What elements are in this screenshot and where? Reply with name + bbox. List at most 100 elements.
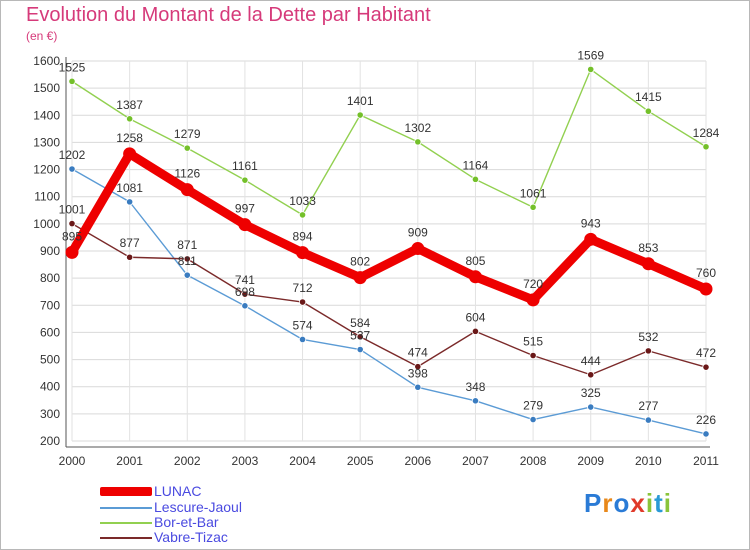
x-tick-label: 2006 [404, 454, 431, 468]
x-tick-label: 2008 [520, 454, 547, 468]
data-point-bor-et-bar [241, 176, 249, 184]
logo-letter: r [602, 488, 614, 518]
y-tick-label: 700 [40, 298, 60, 312]
data-point-lunac [123, 147, 137, 161]
legend-swatch-vabre-tizac [100, 537, 152, 539]
data-label-lescure-jaoul: 1202 [59, 148, 86, 162]
x-tick-label: 2002 [174, 454, 201, 468]
x-tick-label: 2010 [635, 454, 662, 468]
data-label-vabre-tizac: 871 [177, 238, 197, 252]
data-point-lunac [584, 232, 598, 246]
data-label-bor-et-bar: 1279 [174, 127, 201, 141]
data-point-vabre-tizac [414, 363, 422, 371]
x-tick-label: 2007 [462, 454, 489, 468]
data-point-lescure-jaoul [414, 383, 422, 391]
data-label-lescure-jaoul: 811 [178, 254, 197, 268]
data-point-bor-et-bar [529, 203, 537, 211]
data-label-bor-et-bar: 1033 [289, 194, 316, 208]
data-label-vabre-tizac: 1001 [59, 203, 86, 217]
x-tick-label: 2009 [577, 454, 604, 468]
data-point-bor-et-bar [356, 111, 364, 119]
y-tick-label: 1200 [33, 163, 60, 177]
data-point-vabre-tizac [702, 363, 710, 371]
x-tick-label: 2011 [693, 454, 719, 468]
data-label-lescure-jaoul: 279 [523, 399, 543, 413]
data-point-lunac [353, 271, 367, 285]
logo-letter: x [630, 488, 646, 518]
data-point-lescure-jaoul [298, 335, 307, 344]
data-label-vabre-tizac: 604 [465, 310, 485, 324]
data-label-lunac: 943 [581, 216, 601, 230]
x-tick-label: 2003 [232, 454, 259, 468]
data-label-vabre-tizac: 444 [581, 354, 601, 368]
y-tick-label: 1300 [33, 135, 60, 149]
data-label-lescure-jaoul: 277 [638, 399, 658, 413]
x-tick-label: 2000 [59, 454, 86, 468]
data-point-vabre-tizac [183, 255, 191, 263]
data-label-bor-et-bar: 1302 [404, 121, 431, 135]
logo-letter: o [613, 488, 631, 518]
data-label-lescure-jaoul: 398 [408, 366, 428, 380]
data-label-vabre-tizac: 877 [120, 236, 140, 250]
legend-label-vabre-tizac: Vabre-Tizac [154, 529, 228, 545]
data-point-vabre-tizac [126, 253, 134, 261]
legend-label-lunac: LUNAC [154, 483, 202, 499]
data-point-lunac [296, 246, 310, 260]
data-label-bor-et-bar: 1061 [520, 186, 547, 200]
data-point-bor-et-bar [183, 144, 191, 152]
data-label-lunac: 895 [62, 229, 82, 243]
data-label-vabre-tizac: 474 [408, 346, 428, 360]
data-point-lescure-jaoul [68, 165, 76, 173]
legend-label-lescure-jaoul: Lescure-Jaoul [154, 499, 242, 515]
data-label-lescure-jaoul: 698 [235, 285, 255, 299]
data-label-vabre-tizac: 515 [523, 335, 543, 349]
data-point-bor-et-bar [644, 107, 652, 115]
y-tick-label: 300 [40, 407, 60, 421]
data-point-vabre-tizac [68, 219, 76, 228]
data-point-lescure-jaoul [183, 271, 191, 279]
data-label-lunac: 997 [235, 202, 255, 216]
data-point-lescure-jaoul [471, 397, 480, 405]
y-tick-label: 600 [40, 325, 60, 339]
data-label-lunac: 720 [523, 277, 543, 291]
logo-letter: t [654, 488, 664, 518]
data-point-bor-et-bar [414, 138, 422, 146]
y-tick-label: 400 [40, 380, 60, 394]
legend-item-bor-et-bar: Bor-et-Bar [100, 514, 300, 530]
data-point-vabre-tizac [587, 371, 595, 379]
data-point-vabre-tizac [471, 327, 480, 335]
data-point-bor-et-bar [702, 143, 710, 151]
legend-item-lunac: LUNAC [100, 483, 300, 499]
y-tick-label: 1000 [33, 217, 60, 231]
y-tick-label: 1500 [33, 81, 60, 95]
data-label-bor-et-bar: 1401 [347, 94, 374, 108]
x-tick-label: 2001 [116, 454, 143, 468]
logo-letter: i [663, 488, 672, 518]
data-label-bor-et-bar: 1164 [463, 158, 489, 172]
data-point-lescure-jaoul [702, 430, 710, 438]
legend-swatch-lescure-jaoul [100, 507, 152, 509]
data-point-lunac [411, 242, 425, 256]
data-label-lunac: 1126 [174, 167, 200, 181]
data-label-vabre-tizac: 472 [696, 346, 716, 360]
data-point-lunac [65, 245, 79, 259]
data-point-lescure-jaoul [356, 345, 364, 354]
data-label-lescure-jaoul: 1081 [116, 181, 143, 195]
data-label-lunac: 909 [408, 226, 428, 240]
data-label-lescure-jaoul: 226 [696, 413, 716, 427]
x-tick-label: 2004 [289, 454, 316, 468]
data-point-lescure-jaoul [126, 198, 134, 206]
data-label-lunac: 894 [293, 230, 313, 244]
series-line-vabre-tizac [71, 222, 707, 376]
data-label-lescure-jaoul: 537 [350, 329, 370, 343]
data-point-vabre-tizac [644, 347, 652, 355]
data-point-bor-et-bar [298, 211, 307, 219]
legend-swatch-lunac [100, 487, 152, 496]
series-line-bor-et-bar [71, 68, 707, 216]
chart-title: Evolution du Montant de la Dette par Hab… [26, 4, 431, 26]
data-point-vabre-tizac [529, 351, 537, 360]
data-point-lunac [526, 293, 540, 307]
data-label-bor-et-bar: 1387 [116, 98, 143, 112]
data-point-lunac [238, 218, 252, 232]
